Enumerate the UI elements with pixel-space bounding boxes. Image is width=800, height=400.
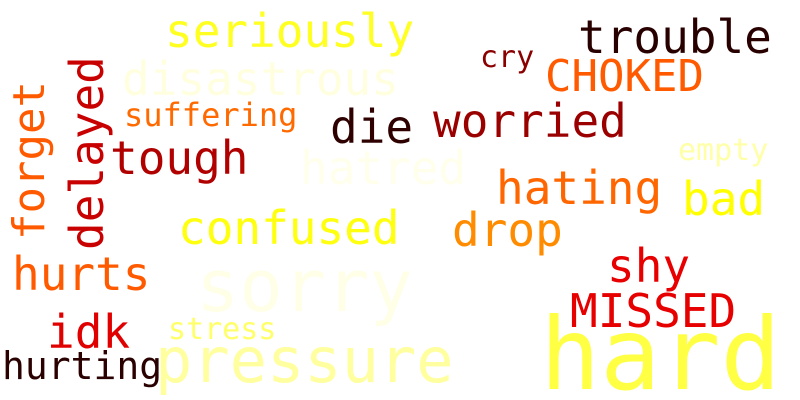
word-stress: stress <box>168 312 277 347</box>
word-suffering: suffering <box>124 96 298 134</box>
word-drop: drop <box>452 203 563 257</box>
word-seriously: seriously <box>165 4 415 58</box>
word-choked: CHOKED <box>545 51 704 102</box>
word-die: die <box>330 100 414 154</box>
word-bad: bad <box>682 172 766 226</box>
word-hatred: hatred <box>300 141 467 195</box>
word-pressure: pressure <box>155 324 454 397</box>
word-cry: cry <box>480 40 535 75</box>
word-hard: hard <box>540 296 781 400</box>
word-missed: MISSED <box>570 284 737 338</box>
word-empty: empty <box>678 133 769 168</box>
word-sorry: sorry <box>196 244 413 328</box>
word-delayed: delayed <box>60 56 114 250</box>
word-confused: confused <box>178 201 400 255</box>
word-forget: forget <box>4 81 55 240</box>
word-hurting: hurting <box>2 344 163 388</box>
word-idk: idk <box>47 305 131 359</box>
word-hurts: hurts <box>12 247 151 301</box>
word-hating: hating <box>496 161 663 215</box>
word-trouble: trouble <box>578 10 772 64</box>
word-worried: worried <box>433 94 627 148</box>
word-tough: tough <box>110 131 249 185</box>
word-shy: shy <box>607 239 691 293</box>
word-disastrous: disastrous <box>122 52 399 106</box>
